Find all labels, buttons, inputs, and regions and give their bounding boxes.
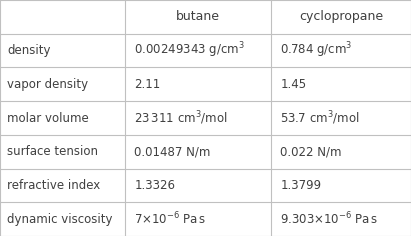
Text: 0.784 g/cm$^3$: 0.784 g/cm$^3$ xyxy=(280,41,353,60)
Text: 2.11: 2.11 xyxy=(134,78,161,91)
Text: molar volume: molar volume xyxy=(7,111,89,125)
Text: 0.00249343 g/cm$^3$: 0.00249343 g/cm$^3$ xyxy=(134,41,245,60)
Text: vapor density: vapor density xyxy=(7,78,88,91)
Text: 53.7 cm$^3$/mol: 53.7 cm$^3$/mol xyxy=(280,109,360,127)
Text: butane: butane xyxy=(176,10,220,23)
Text: dynamic viscosity: dynamic viscosity xyxy=(7,213,113,226)
Text: 23$\,$311 cm$^3$/mol: 23$\,$311 cm$^3$/mol xyxy=(134,109,228,127)
Text: 0.022 N/m: 0.022 N/m xyxy=(280,145,342,158)
Text: 1.3799: 1.3799 xyxy=(280,179,321,192)
Text: 9.303$\times$10$^{-6}$ Pa$\,$s: 9.303$\times$10$^{-6}$ Pa$\,$s xyxy=(280,211,379,228)
Text: refractive index: refractive index xyxy=(7,179,101,192)
Text: cyclopropane: cyclopropane xyxy=(299,10,383,23)
Text: 1.3326: 1.3326 xyxy=(134,179,175,192)
Text: 1.45: 1.45 xyxy=(280,78,307,91)
Text: density: density xyxy=(7,44,51,57)
Text: surface tension: surface tension xyxy=(7,145,98,158)
Text: 7$\times$10$^{-6}$ Pa$\,$s: 7$\times$10$^{-6}$ Pa$\,$s xyxy=(134,211,207,228)
Text: 0.01487 N/m: 0.01487 N/m xyxy=(134,145,211,158)
